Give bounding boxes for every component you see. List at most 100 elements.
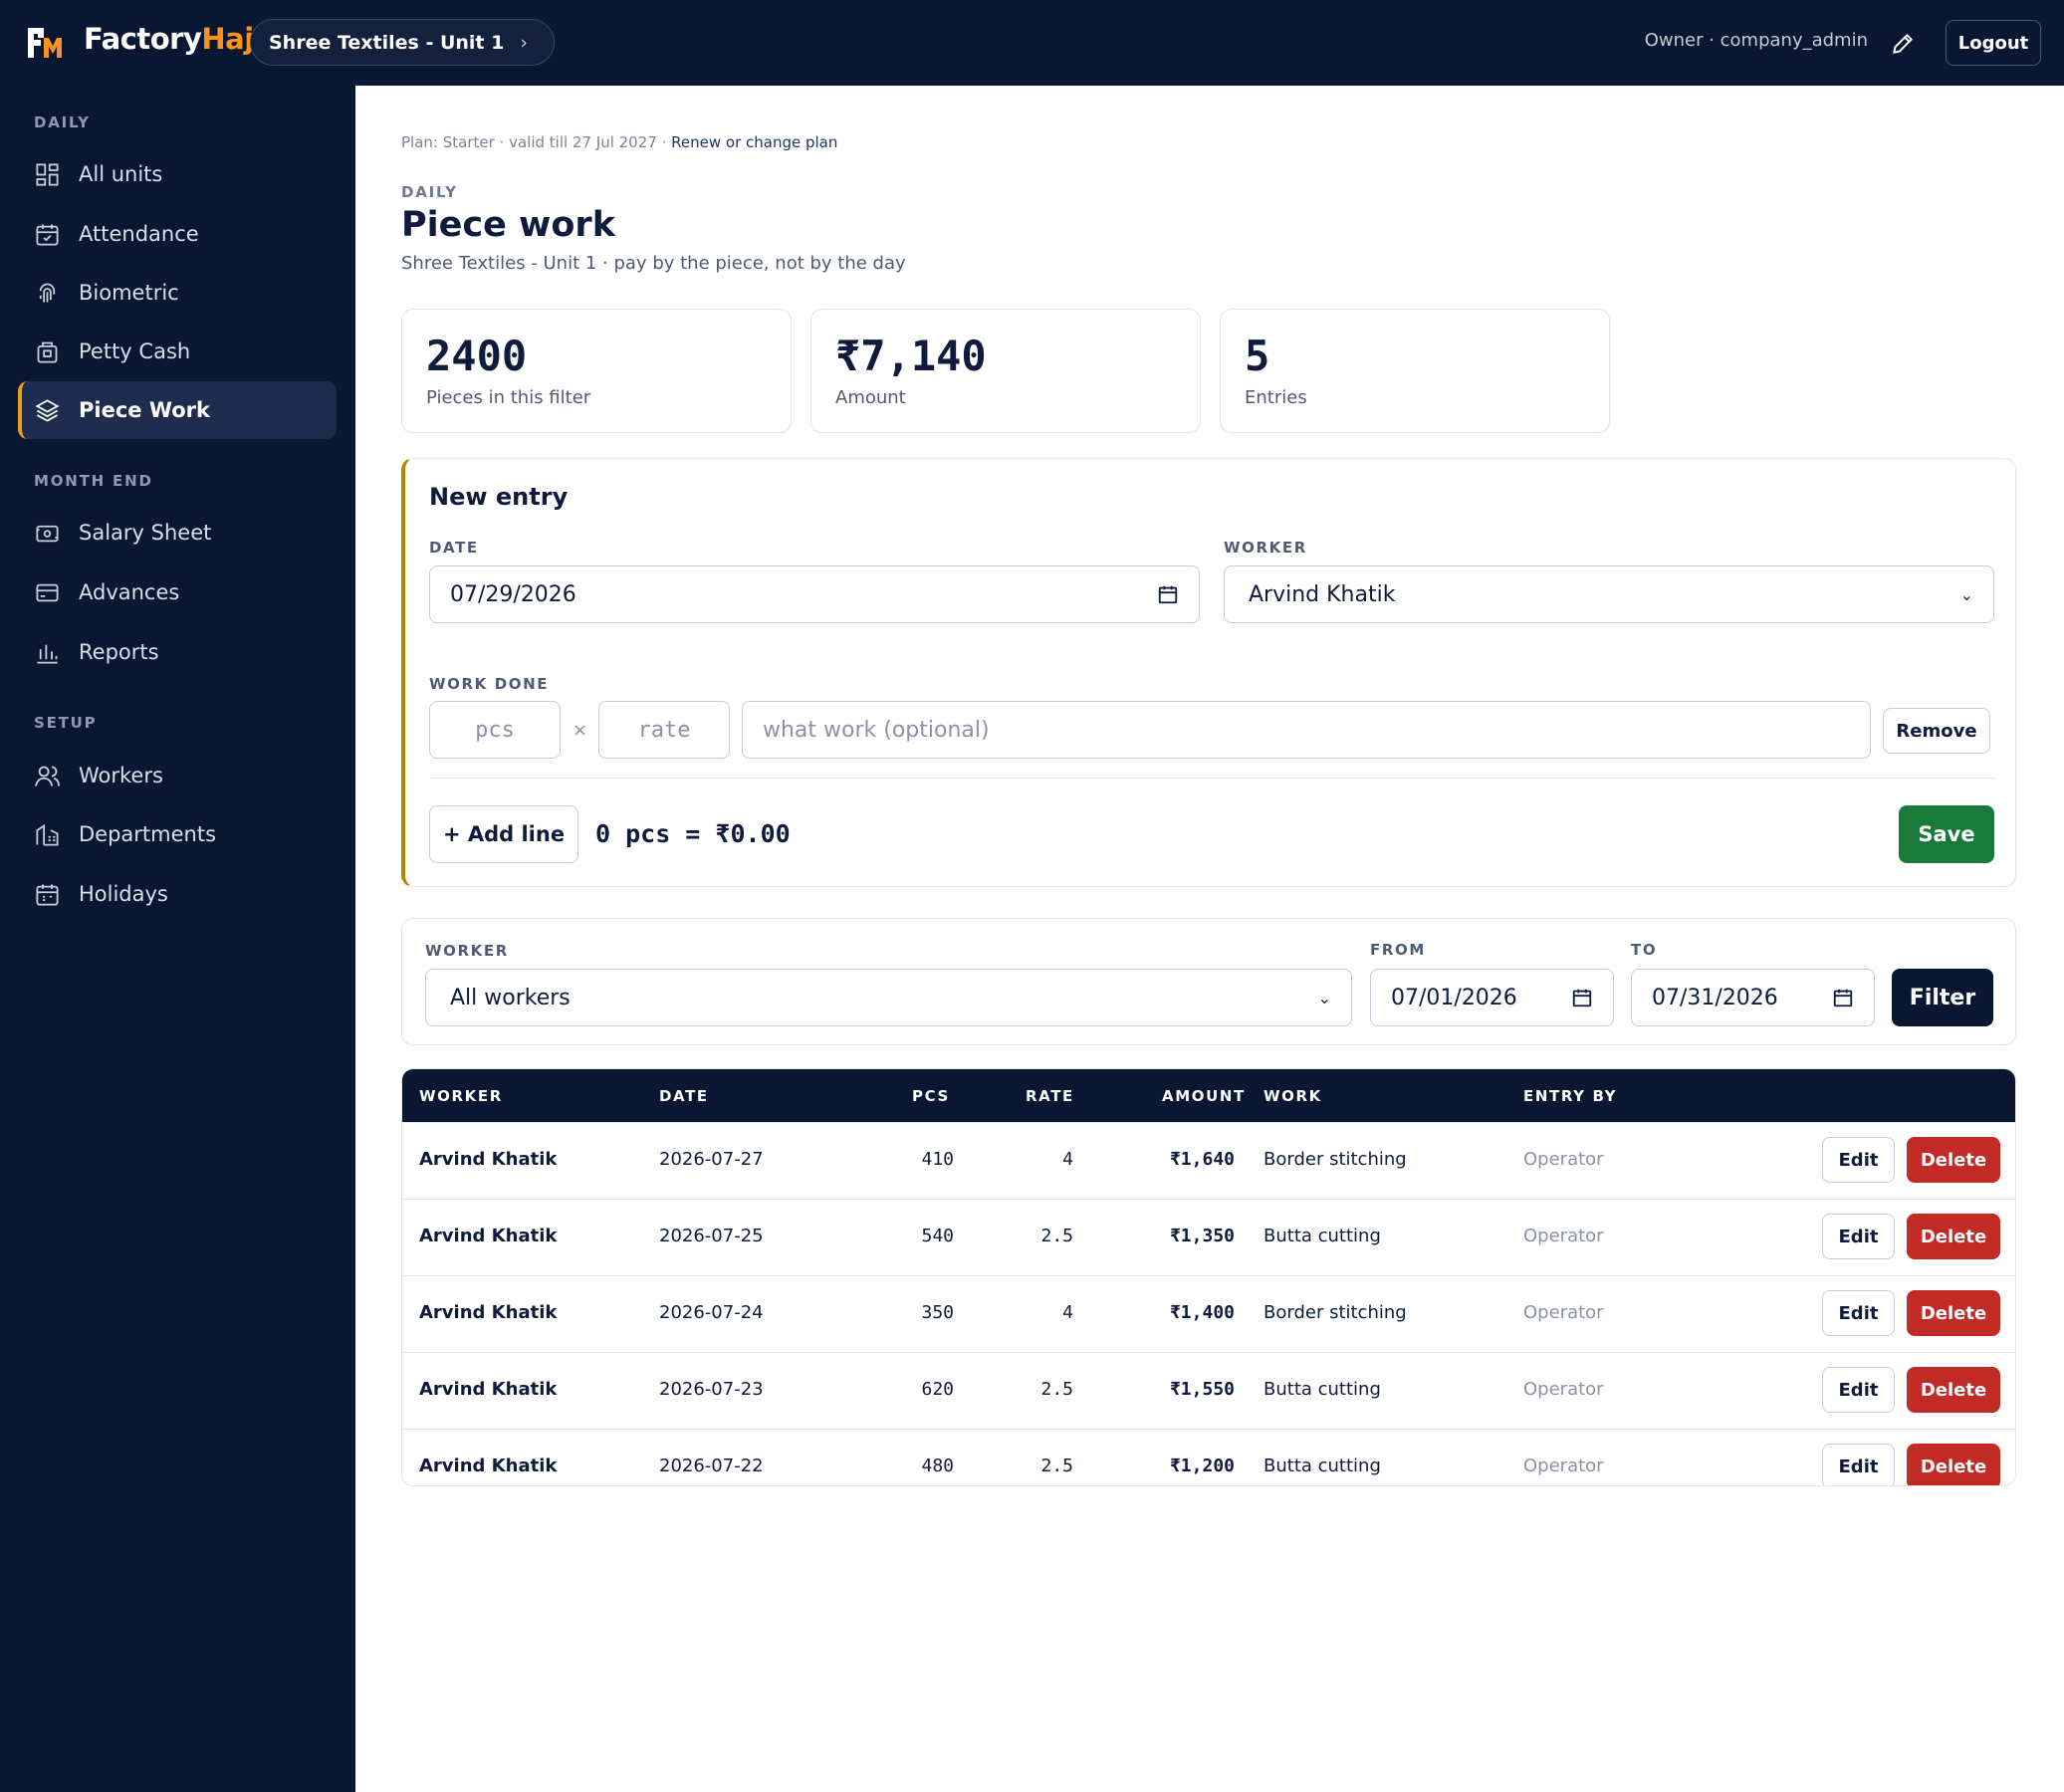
entry-date-input[interactable]: 07/29/2026 [429,565,1200,623]
sidebar-item-piece-work[interactable]: Piece Work [18,381,337,439]
cell-amount: ₹1,400 [1169,1302,1235,1323]
from-date-input[interactable]: 07/01/2026 [1370,969,1614,1026]
piece-work-table: WORKER DATE PCS RATE AMOUNT WORK ENTRY B… [401,1068,2016,1486]
col-pcs: PCS [912,1087,950,1105]
stat-label: Pieces in this filter [426,387,591,408]
cell-rate: 2.5 [1040,1226,1073,1246]
rate-input[interactable]: rate [598,701,730,759]
layers-icon [35,398,60,422]
table-row: Arvind Khatik 2026-07-22 480 2.5 ₹1,200 Butta… [402,1429,2015,1485]
sidebar-item-label: Attendance [79,222,199,246]
chevron-down-icon: ⌄ [1959,584,1973,604]
filter-worker-select[interactable]: All workers ⌄ [425,969,1352,1026]
cell-entry-by: Operator [1523,1302,1604,1323]
cell-worker: Arvind Khatik [419,1456,558,1476]
sidebar-item-petty-cash[interactable]: Petty Cash [18,323,337,380]
cell-work: Border stitching [1263,1149,1407,1170]
to-date-input[interactable]: 07/31/2026 [1631,969,1875,1026]
sidebar-item-holidays[interactable]: Holidays [18,865,337,923]
calendar-check-icon [36,223,59,246]
to-date-value: 07/31/2026 [1652,985,1778,1010]
cell-amount: ₹1,350 [1169,1226,1235,1246]
cell-worker: Arvind Khatik [419,1379,558,1400]
times-sign: × [573,720,588,741]
calendar-icon[interactable] [1157,583,1179,605]
sidebar-item-salary-sheet[interactable]: Salary Sheet [18,504,337,561]
edit-button[interactable]: Edit [1822,1367,1895,1413]
sidebar-item-attendance[interactable]: Attendance [18,205,337,263]
delete-button[interactable]: Delete [1907,1290,2000,1336]
cell-entry-by: Operator [1523,1226,1604,1246]
cell-work: Butta cutting [1263,1379,1381,1400]
stat-card-entries: 5 Entries [1220,309,1610,433]
renew-plan-link[interactable]: Renew or change plan [671,133,838,151]
sidebar-item-label: Holidays [79,882,168,906]
new-entry-title: New entry [429,483,569,511]
edit-button[interactable]: Edit [1822,1137,1895,1183]
save-button[interactable]: Save [1899,805,1994,863]
sidebar-item-label: Biometric [79,281,179,305]
sidebar-item-workers[interactable]: Workers [18,747,337,804]
cell-amount: ₹1,550 [1169,1379,1235,1400]
edit-button[interactable]: Edit [1822,1290,1895,1336]
add-line-button[interactable]: + Add line [429,805,578,863]
delete-button[interactable]: Delete [1907,1367,2000,1413]
cell-worker: Arvind Khatik [419,1149,558,1170]
edit-button[interactable]: Edit [1822,1444,1895,1485]
sidebar-item-label: Salary Sheet [79,521,212,545]
chevron-down-icon: ⌄ [1317,988,1331,1008]
page-title: Piece work [401,205,615,245]
logout-button[interactable]: Logout [1946,20,2041,66]
entry-worker-value: Arvind Khatik [1249,581,1396,607]
bar-chart-icon [37,644,58,664]
factory-hajri-logo-icon[interactable] [26,24,66,62]
cell-rate: 2.5 [1040,1456,1073,1476]
cell-entry-by: Operator [1523,1149,1604,1170]
unit-selector[interactable]: Shree Textiles - Unit 1 › [250,19,555,66]
sidebar-item-departments[interactable]: Departments [18,805,337,863]
entry-date-value: 07/29/2026 [450,581,576,607]
owner-label: Owner · company_admin [1644,30,1868,51]
cell-date: 2026-07-24 [659,1302,764,1323]
sidebar-item-label: Departments [79,822,217,846]
stat-card-amount: ₹7,140 Amount [810,309,1201,433]
brand-name[interactable]: FactoryHajri [84,22,277,56]
sidebar-item-label: Petty Cash [79,339,191,363]
sidebar-item-all-units[interactable]: All units [18,145,337,203]
cell-date: 2026-07-25 [659,1226,764,1246]
entry-worker-select[interactable]: Arvind Khatik ⌄ [1224,565,1994,623]
delete-button[interactable]: Delete [1907,1444,2000,1485]
cell-date: 2026-07-27 [659,1149,764,1170]
edit-button[interactable]: Edit [1822,1214,1895,1259]
fingerprint-icon [39,283,56,302]
divider [429,778,1994,779]
cell-entry-by: Operator [1523,1379,1604,1400]
calendar-icon[interactable] [1832,987,1854,1008]
work-description-input[interactable]: what work (optional) [742,701,1871,759]
remove-line-button[interactable]: Remove [1883,708,1990,754]
cell-work: Butta cutting [1263,1226,1381,1246]
col-amount: AMOUNT [1162,1087,1246,1105]
col-worker: WORKER [419,1087,503,1105]
money-icon [36,525,59,542]
table-row: Arvind Khatik 2026-07-23 620 2.5 ₹1,550 Butta… [402,1352,2015,1429]
pcs-input[interactable]: pcs [429,701,561,759]
col-entry-by: ENTRY BY [1523,1087,1618,1105]
cell-amount: ₹1,640 [1169,1149,1235,1170]
cell-work: Border stitching [1263,1302,1407,1323]
table-row: Arvind Khatik 2026-07-27 410 4 ₹1,640 Border … [402,1122,2015,1199]
delete-button[interactable]: Delete [1907,1214,2000,1259]
sidebar-item-reports[interactable]: Reports [18,623,337,681]
section-month-end: MONTH END [34,472,153,490]
sidebar-item-label: Workers [79,764,163,787]
sidebar-item-label: Advances [79,580,180,604]
stat-card-pieces: 2400 Pieces in this filter [401,309,792,433]
stat-value: ₹7,140 [835,332,987,380]
pencil-icon[interactable] [1890,31,1916,57]
calendar-icon[interactable] [1571,987,1593,1008]
sidebar-item-biometric[interactable]: Biometric [18,264,337,322]
sidebar-item-advances[interactable]: Advances [18,563,337,621]
delete-button[interactable]: Delete [1907,1137,2000,1183]
cell-pcs: 410 [921,1149,954,1170]
filter-button[interactable]: Filter [1892,969,1993,1026]
